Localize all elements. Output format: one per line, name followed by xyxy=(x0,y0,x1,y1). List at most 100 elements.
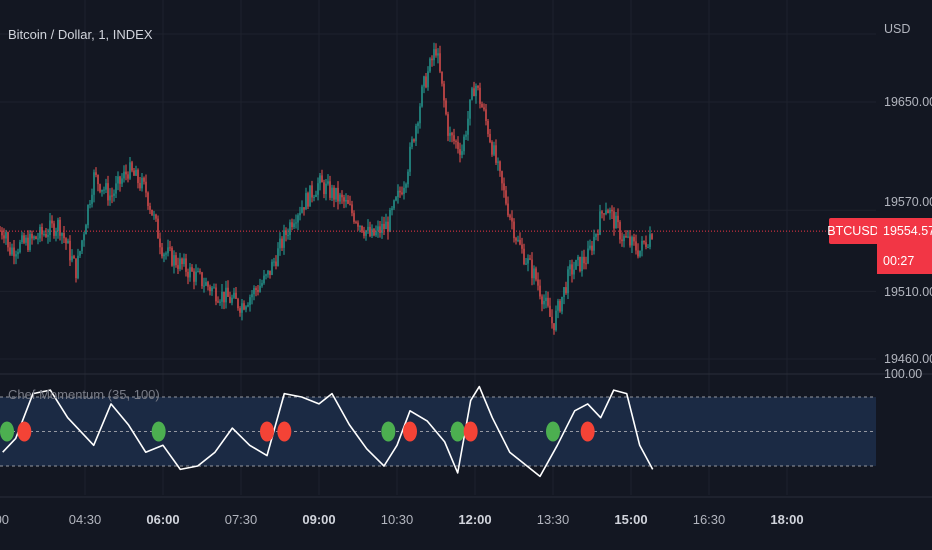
candle-down xyxy=(489,134,491,142)
candle-down xyxy=(617,215,619,223)
candle-up xyxy=(423,76,425,87)
candle-down xyxy=(551,316,553,324)
candle-down xyxy=(171,247,173,266)
candle-up xyxy=(429,58,431,72)
candle-up xyxy=(631,237,633,246)
candle-down xyxy=(565,287,567,294)
candle-up xyxy=(289,222,291,235)
candle-down xyxy=(209,286,211,292)
candle-down xyxy=(477,85,479,88)
candle-down xyxy=(523,248,525,265)
candle-down xyxy=(479,87,481,104)
candle-up xyxy=(165,253,167,255)
candle-down xyxy=(539,285,541,297)
candle-up xyxy=(327,181,329,184)
candle-up xyxy=(395,197,397,201)
candle-up xyxy=(595,234,597,237)
candle-up xyxy=(83,234,85,241)
candle-up xyxy=(153,214,155,216)
candle-down xyxy=(645,242,647,247)
candle-up xyxy=(17,252,19,255)
candle-up xyxy=(39,226,41,239)
candle-up xyxy=(189,267,191,278)
candle-up xyxy=(233,292,235,298)
candle-up xyxy=(293,223,295,228)
candle-down xyxy=(187,271,189,278)
candle-up xyxy=(339,194,341,202)
candle-up xyxy=(219,301,221,303)
candle-up xyxy=(123,171,125,179)
candle-down xyxy=(3,235,5,239)
sell-signal-dot xyxy=(17,421,32,442)
candle-up xyxy=(493,145,495,155)
candle-down xyxy=(491,141,493,155)
candle-up xyxy=(577,256,579,261)
candle-down xyxy=(63,233,65,239)
candle-down xyxy=(337,187,339,202)
candle-up xyxy=(567,269,569,294)
candle-up xyxy=(417,123,419,126)
candle-up xyxy=(167,247,169,254)
candle-up xyxy=(277,248,279,266)
candle-down xyxy=(379,226,381,233)
candle-up xyxy=(267,270,269,275)
candle-down xyxy=(633,237,635,242)
y-tick-label: 19510.00 xyxy=(884,285,932,299)
candle-down xyxy=(559,300,561,312)
candle-down xyxy=(503,183,505,191)
candle-down xyxy=(435,49,437,56)
candle-up xyxy=(375,230,377,236)
candle-down xyxy=(333,187,335,200)
candle-up xyxy=(197,271,199,273)
candle-up xyxy=(11,247,13,255)
candle-down xyxy=(125,171,127,175)
candle-up xyxy=(205,282,207,286)
candle-down xyxy=(529,258,531,260)
candle-up xyxy=(345,200,347,202)
candle-up xyxy=(179,258,181,269)
candle-down xyxy=(363,231,365,236)
candle-down xyxy=(207,282,209,287)
candle-down xyxy=(31,233,33,239)
candle-down xyxy=(347,200,349,204)
candle-up xyxy=(319,175,321,184)
candle-down xyxy=(127,174,129,179)
candle-down xyxy=(399,190,401,193)
candle-down xyxy=(157,218,159,239)
candle-up xyxy=(203,285,205,287)
candle-up xyxy=(589,245,591,249)
momentum-line xyxy=(2,385,654,478)
candle-down xyxy=(349,203,351,205)
x-tick-label: 07:30 xyxy=(224,512,258,527)
candle-up xyxy=(77,255,79,279)
candle-down xyxy=(513,221,515,239)
candle-up xyxy=(545,297,547,302)
x-tick-label: 13:30 xyxy=(536,512,570,527)
candle-down xyxy=(275,261,277,266)
candle-down xyxy=(227,287,229,297)
candle-down xyxy=(217,301,219,303)
candle-down xyxy=(591,245,593,251)
candle-down xyxy=(131,162,133,171)
candle-down xyxy=(193,271,195,282)
candle-up xyxy=(163,254,165,257)
candle-down xyxy=(35,236,37,240)
candle-up xyxy=(265,274,267,276)
candle-up xyxy=(313,196,315,198)
candle-up xyxy=(103,189,105,191)
chart-title: Bitcoin / Dollar, 1, INDEX xyxy=(8,27,153,42)
candle-down xyxy=(431,58,433,61)
candle-down xyxy=(453,135,455,141)
candle-down xyxy=(531,259,533,279)
candle-down xyxy=(73,256,75,259)
candle-up xyxy=(91,194,93,204)
sell-signal-dot xyxy=(277,421,292,442)
sell-signal-dot xyxy=(260,421,274,442)
candle-down xyxy=(425,76,427,88)
candle-down xyxy=(161,247,163,257)
candle-up xyxy=(525,263,527,265)
candle-down xyxy=(139,183,141,189)
x-tick-partial: :00 xyxy=(0,512,10,527)
